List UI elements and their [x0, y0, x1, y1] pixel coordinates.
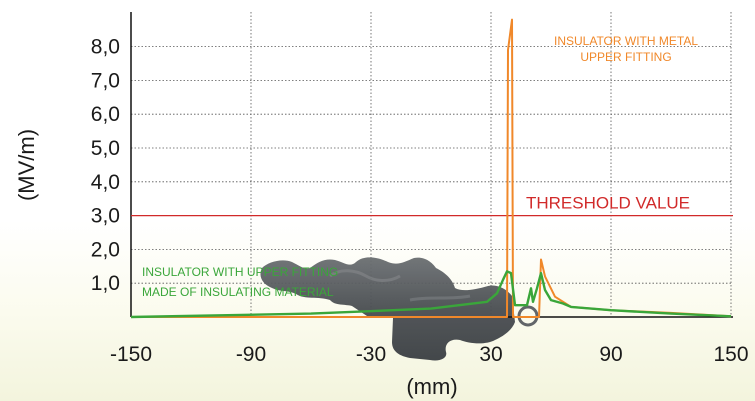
annotation-insulating-line-0: INSULATOR WITH UPPER FITTING [142, 265, 338, 279]
series-annotations: INSULATOR WITH METAL UPPER FITTING INSULAT… [142, 34, 698, 299]
y-tick-label-6: 7,0 [91, 69, 120, 92]
series-line-1 [130, 270, 732, 319]
threshold-line: THRESHOLD VALUE [131, 194, 733, 217]
x-tick-label-2: -30 [356, 343, 386, 366]
x-axis-label: (mm) [406, 374, 457, 399]
series-group [130, 18, 732, 319]
x-tick-label-1: -90 [236, 343, 266, 366]
y-tick-label-4: 5,0 [91, 137, 120, 160]
x-tick-label-4: 90 [599, 343, 622, 366]
x-tick-label-5: 150 [713, 343, 748, 366]
y-tick-label-3: 4,0 [91, 171, 120, 194]
y-tick-label-2: 3,0 [91, 205, 120, 228]
tick-labels: 1,0 2,0 3,0 4,0 5,0 6,0 7,0 8,0 -150 -90 -30 30 90 15… [91, 36, 749, 366]
annotation-insulating-line-1: MADE OF INSULATING MATERIAL [142, 285, 334, 299]
annotation-metal-line-1: UPPER FITTING [580, 50, 671, 64]
y-tick-label-5: 6,0 [91, 103, 120, 126]
y-tick-label-1: 2,0 [91, 238, 120, 261]
y-tick-label-7: 8,0 [91, 36, 120, 59]
annotation-metal-line-0: INSULATOR WITH METAL [554, 34, 698, 48]
threshold-label: THRESHOLD VALUE [526, 194, 690, 213]
y-tick-label-0: 1,0 [91, 272, 120, 295]
x-tick-label-0: -150 [110, 343, 152, 366]
y-axis-label: (MV/m) [14, 129, 39, 201]
grid-lines [131, 12, 733, 317]
x-tick-label-3: 30 [479, 343, 502, 366]
